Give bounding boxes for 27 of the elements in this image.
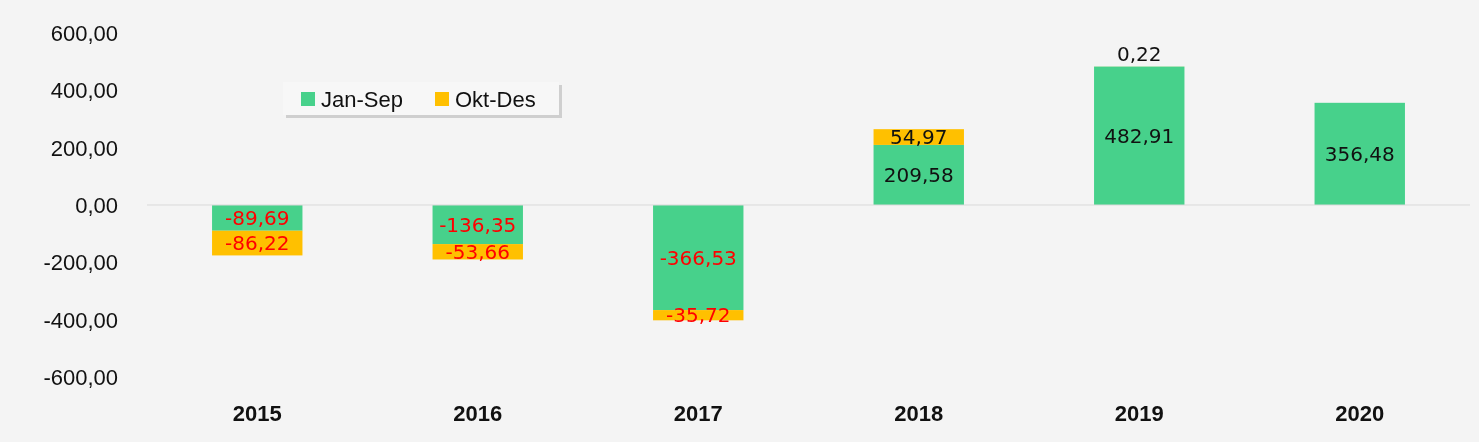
- data-label: -89,69: [225, 205, 290, 230]
- x-tick-label: 2017: [673, 401, 723, 426]
- y-tick-label: -200,00: [43, 250, 118, 276]
- x-tick-label: 2018: [894, 401, 944, 426]
- data-label: 54,97: [890, 125, 948, 150]
- data-label: 209,58: [883, 162, 954, 187]
- y-tick-label: 600,00: [50, 21, 118, 46]
- data-label: -86,22: [225, 231, 290, 256]
- data-label: -53,66: [445, 239, 510, 264]
- data-label: 0,22: [1116, 41, 1162, 66]
- x-tick-label: 2020: [1335, 401, 1385, 426]
- y-tick-label: 200,00: [50, 135, 118, 161]
- y-tick-label: 400,00: [50, 78, 118, 104]
- x-tick-label: 2019: [1114, 401, 1164, 426]
- x-tick-label: 2016: [453, 401, 503, 426]
- legend-label: Jan-Sep: [321, 87, 403, 112]
- data-label: -136,35: [439, 212, 517, 237]
- legend-label: Okt-Des: [455, 87, 536, 112]
- data-label: 356,48: [1324, 141, 1395, 166]
- y-tick-label: -600,00: [43, 365, 118, 390]
- data-label: -366,53: [659, 245, 737, 270]
- x-tick-label: 2015: [232, 401, 282, 426]
- data-label: 482,91: [1104, 123, 1175, 148]
- y-tick-label: 0,00: [75, 193, 118, 218]
- bar: [1314, 102, 1405, 205]
- bar: [1094, 66, 1185, 205]
- y-tick-label: -400,00: [43, 307, 118, 333]
